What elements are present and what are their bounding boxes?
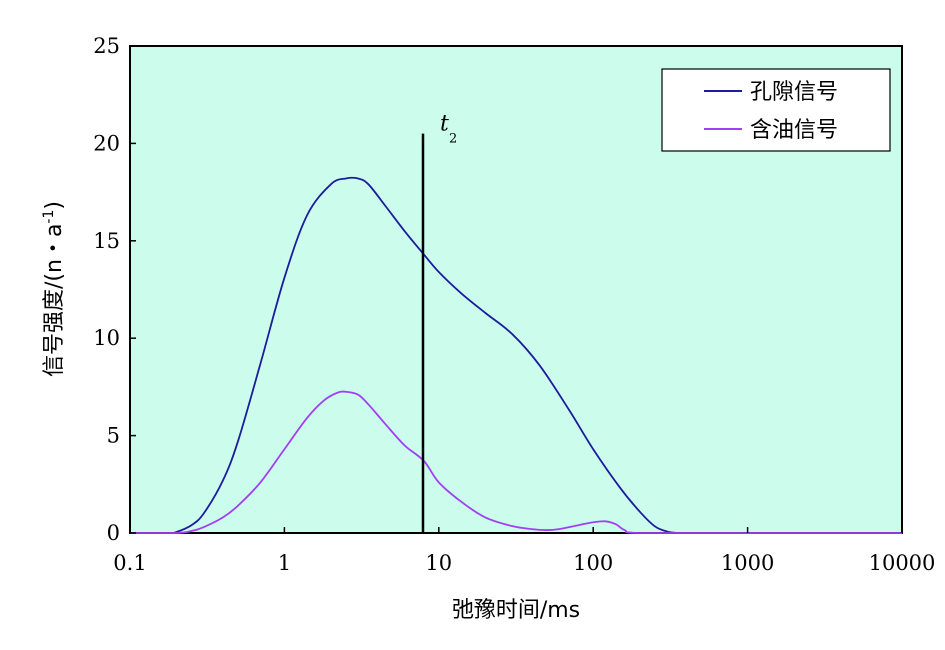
y-tick-label: 15: [93, 229, 120, 253]
x-tick-label: 10000: [869, 551, 936, 575]
series-line-1: [130, 176, 902, 534]
legend-box: [661, 68, 891, 152]
x-tick-label: 0.1: [113, 551, 146, 575]
y-tick-label: 20: [93, 131, 120, 155]
t2-marker-subscript: 2: [449, 132, 457, 147]
y-axis-title-main: 信号强度/(n・a: [42, 224, 67, 377]
t2-marker: t2: [421, 112, 457, 533]
x-tick-label: 1: [278, 551, 291, 575]
y-axis-title-end: ): [42, 201, 67, 210]
x-tick-label: 10: [425, 551, 452, 575]
y-axis: 0 5 10 15 20 25: [93, 34, 136, 545]
y-tick-label: 10: [93, 326, 120, 350]
x-tick-label: 100: [573, 551, 613, 575]
x-tick-label: 1000: [721, 551, 774, 575]
y-axis-title-superscript: -1: [41, 210, 57, 224]
x-axis-title: 弛豫时间/ms: [452, 598, 580, 623]
y-tick-label: 5: [107, 424, 120, 448]
legend-label-2: 含油信号: [750, 118, 838, 143]
x-axis: 0.1 1 10 100 1000 10000: [113, 527, 935, 575]
y-tick-label: 0: [107, 521, 120, 545]
y-axis-title: 信号强度/(n・a-1): [41, 201, 67, 377]
y-tick-label: 25: [93, 34, 120, 58]
legend-label-1: 孔隙信号: [750, 80, 838, 105]
t2-marker-label: t: [440, 112, 449, 137]
